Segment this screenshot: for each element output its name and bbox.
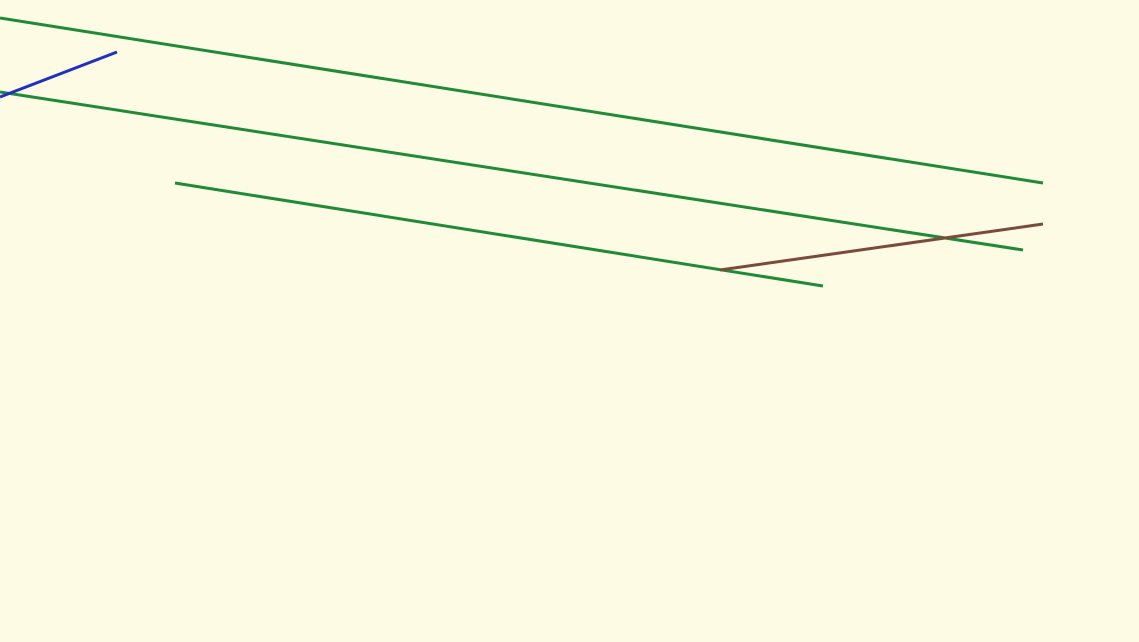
trend-short (0, 50, 118, 99)
channel-lower (174, 181, 824, 288)
channel-upper (0, 16, 1044, 185)
channel-middle (0, 90, 1024, 252)
trend-support (719, 222, 1044, 272)
trend-lines (0, 16, 1044, 288)
